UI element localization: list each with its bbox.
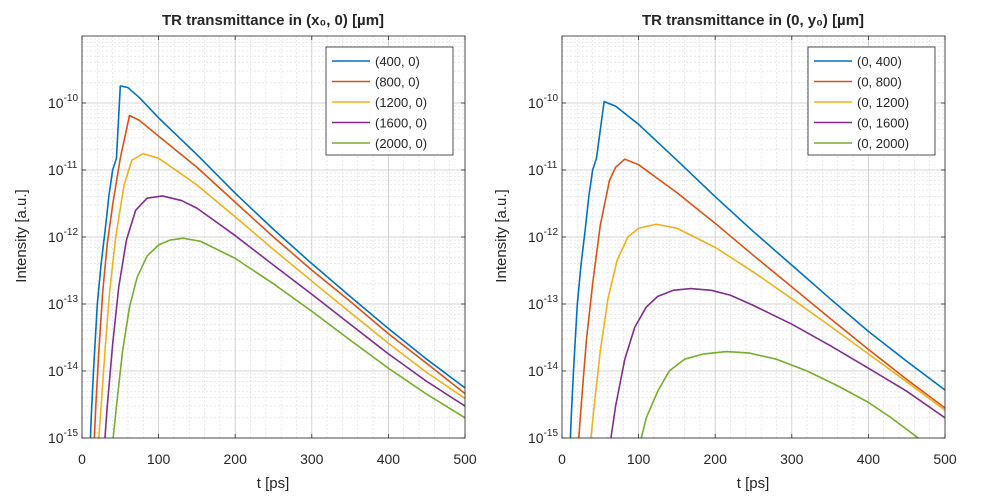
y-tick-label: 10-15 xyxy=(528,428,558,446)
legend-box xyxy=(325,46,454,156)
chart-right-title: TR transmittance in (0, y₀) [µm] xyxy=(642,12,864,29)
chart-left-series-group xyxy=(89,85,465,438)
x-tick-label: 400 xyxy=(377,451,401,467)
chart-right-series-group xyxy=(569,100,945,438)
legend-label: (0, 2000) xyxy=(857,136,909,151)
x-tick-label: 200 xyxy=(224,451,248,467)
series-line-(400, 0) xyxy=(89,85,465,438)
y-tick-exponent: -13 xyxy=(544,294,559,305)
x-tick-label: 300 xyxy=(300,451,324,467)
legend-label: (0, 800) xyxy=(857,75,902,90)
legend-label: (800, 0) xyxy=(375,75,420,90)
x-tick-label: 0 xyxy=(78,451,86,467)
x-tick-label: 500 xyxy=(453,451,477,467)
chart-left-legend: (400, 0) (800, 0) (1200, 0) (1600, 0) (2000,… xyxy=(325,46,454,156)
chart-left: TR transmittance in (x₀, 0) [µm] t [ps] … xyxy=(13,12,477,492)
legend-label: (1200, 0) xyxy=(375,95,427,110)
y-tick-exponent: -15 xyxy=(64,428,79,439)
x-tick-label: 300 xyxy=(780,451,804,467)
legend-label: (1600, 0) xyxy=(375,116,427,131)
y-tick-exponent: -12 xyxy=(64,227,79,238)
y-tick-base: 10 xyxy=(48,95,64,111)
series-line-(0, 1200) xyxy=(590,223,945,438)
y-tick-base: 10 xyxy=(528,430,544,446)
chart-right-legend: (0, 400) (0, 800) (0, 1200) (0, 1600) (0, 20… xyxy=(807,46,936,156)
series-line-(0, 400) xyxy=(569,100,945,438)
y-tick-exponent: -15 xyxy=(544,428,559,439)
legend-label: (400, 0) xyxy=(375,54,420,69)
chart-left-ylabel: Intensity [a.u.] xyxy=(13,189,30,282)
series-line-(0, 1600) xyxy=(610,287,945,438)
y-tick-exponent: -10 xyxy=(544,93,559,104)
y-tick-label: 10-10 xyxy=(528,93,558,111)
y-tick-base: 10 xyxy=(48,229,64,245)
y-tick-label: 10-12 xyxy=(48,227,78,245)
y-tick-exponent: -11 xyxy=(64,160,78,171)
x-tick-label: 200 xyxy=(704,451,728,467)
series-line-(0, 800) xyxy=(577,158,945,438)
x-tick-label: 100 xyxy=(147,451,171,467)
chart-left-title: TR transmittance in (x₀, 0) [µm] xyxy=(162,12,384,29)
chart-left-xlabel: t [ps] xyxy=(257,475,290,492)
y-tick-label: 10-13 xyxy=(528,294,558,312)
series-line-(1200, 0) xyxy=(97,152,465,438)
y-tick-base: 10 xyxy=(48,430,64,446)
y-tick-exponent: -10 xyxy=(64,93,79,104)
y-tick-base: 10 xyxy=(528,296,544,312)
y-tick-label: 10-15 xyxy=(48,428,78,446)
y-tick-exponent: -13 xyxy=(64,294,79,305)
chart-right-ylabel: Intensity [a.u.] xyxy=(493,189,510,282)
y-tick-base: 10 xyxy=(528,229,544,245)
x-tick-label: 100 xyxy=(627,451,651,467)
legend-label: (0, 1600) xyxy=(857,116,909,131)
x-tick-label: 400 xyxy=(857,451,881,467)
y-tick-base: 10 xyxy=(48,162,64,178)
y-tick-base: 10 xyxy=(528,95,544,111)
series-line-(1600, 0) xyxy=(104,195,465,438)
y-tick-base: 10 xyxy=(48,296,64,312)
series-line-(800, 0) xyxy=(93,114,465,438)
y-tick-label: 10-14 xyxy=(528,361,558,379)
y-tick-exponent: -14 xyxy=(544,361,559,372)
legend-label: (0, 400) xyxy=(857,54,902,69)
y-tick-label: 10-14 xyxy=(48,361,78,379)
y-tick-label: 10-11 xyxy=(528,160,558,178)
series-line-(0, 2000) xyxy=(640,350,919,438)
chart-right: TR transmittance in (0, y₀) [µm] t [ps] … xyxy=(493,12,957,492)
legend-box xyxy=(807,46,936,156)
y-tick-base: 10 xyxy=(528,363,544,379)
y-tick-label: 10-10 xyxy=(48,93,78,111)
y-tick-exponent: -14 xyxy=(64,361,79,372)
legend-label: (2000, 0) xyxy=(375,136,427,151)
y-tick-label: 10-12 xyxy=(528,227,558,245)
x-tick-label: 0 xyxy=(558,451,566,467)
y-tick-base: 10 xyxy=(528,162,544,178)
legend-label: (0, 1200) xyxy=(857,95,909,110)
x-tick-label: 500 xyxy=(933,451,957,467)
y-tick-label: 10-11 xyxy=(48,160,78,178)
y-tick-label: 10-13 xyxy=(48,294,78,312)
chart-right-xlabel: t [ps] xyxy=(737,475,770,492)
y-tick-exponent: -11 xyxy=(544,160,558,171)
y-tick-exponent: -12 xyxy=(544,227,559,238)
series-line-(2000, 0) xyxy=(112,237,465,438)
y-tick-base: 10 xyxy=(48,363,64,379)
